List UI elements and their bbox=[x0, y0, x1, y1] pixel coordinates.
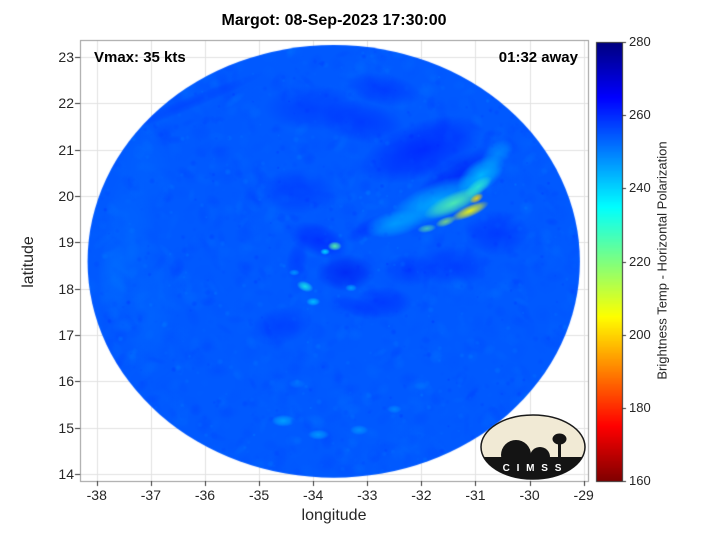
y-tick-label: 22 bbox=[58, 95, 74, 112]
logo-text: C I M S S bbox=[503, 463, 564, 474]
y-tick-label: 17 bbox=[58, 327, 74, 344]
water-tower-leg-icon bbox=[558, 439, 561, 457]
x-tick-label: -34 bbox=[303, 487, 324, 503]
y-tick-label: 16 bbox=[58, 373, 74, 390]
y-tick-label: 14 bbox=[58, 466, 74, 483]
plot-title: Margot: 08-Sep-2023 17:30:00 bbox=[221, 12, 447, 29]
colorbar-tick-label: 220 bbox=[629, 253, 651, 269]
y-axis-label: latitude bbox=[20, 236, 37, 288]
y-tick-label: 21 bbox=[58, 141, 74, 158]
x-tick-label: -38 bbox=[86, 487, 107, 503]
y-tick-label: 23 bbox=[58, 49, 74, 66]
colorbar-tick-label: 240 bbox=[629, 180, 651, 196]
y-tick-label: 15 bbox=[58, 419, 74, 436]
x-tick-label: -33 bbox=[357, 487, 378, 503]
colorbar-label: Brightness Temp - Horizontal Polarizatio… bbox=[654, 141, 670, 380]
cimss-logo: C I M S S bbox=[480, 414, 586, 480]
x-axis-label: longitude bbox=[301, 507, 367, 524]
colorbar-tick-label: 160 bbox=[629, 473, 651, 488]
x-tick-label: -35 bbox=[248, 487, 270, 503]
x-tick-label: -36 bbox=[194, 487, 216, 503]
x-tick-label: -29 bbox=[573, 487, 594, 503]
eta-annotation: 01:32 away bbox=[498, 49, 578, 66]
colorbar-tick-label: 260 bbox=[629, 107, 651, 123]
y-tick-label: 19 bbox=[58, 234, 74, 251]
vmax-annotation: Vmax: 35 kts bbox=[94, 49, 186, 66]
water-tower-tank-icon bbox=[552, 433, 567, 445]
x-tick-label: -37 bbox=[140, 487, 161, 503]
y-tick-label: 20 bbox=[58, 188, 74, 205]
colorbar-tick-label: 180 bbox=[629, 399, 651, 415]
x-tick-label: -32 bbox=[411, 487, 432, 503]
x-tick-label: -31 bbox=[465, 487, 486, 503]
colorbar-tick-label: 200 bbox=[629, 326, 651, 342]
x-tick-label: -30 bbox=[519, 487, 540, 503]
y-tick-label: 18 bbox=[58, 280, 74, 297]
colorbar-tick-label: 280 bbox=[629, 34, 651, 49]
logo-band bbox=[481, 457, 585, 479]
